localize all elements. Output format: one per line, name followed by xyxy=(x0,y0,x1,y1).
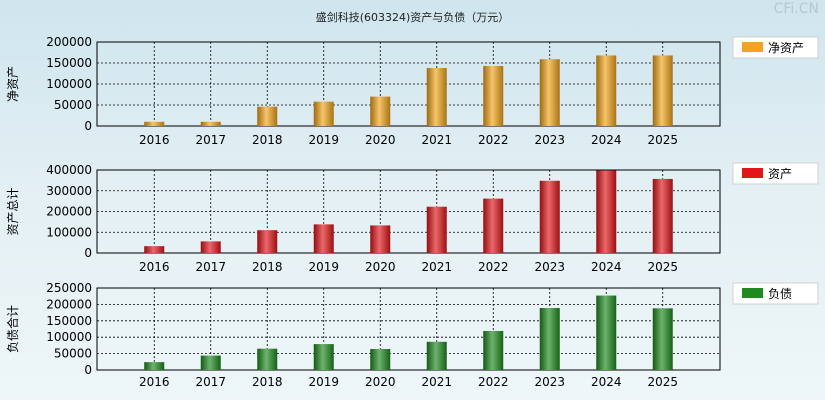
y-tick-label: 150000 xyxy=(46,314,92,328)
y-tick-label: 100000 xyxy=(46,330,92,344)
watermark: CFi.CN xyxy=(773,1,819,17)
plot-frame xyxy=(96,287,721,371)
x-tick-label: 2021 xyxy=(421,375,452,389)
bar xyxy=(200,355,221,370)
x-tick-label: 2016 xyxy=(139,133,170,147)
y-tick-label: 0 xyxy=(84,119,92,133)
chart-panel-1: 0 50000 100000 150000 200000 2016 2017 2018 2019… xyxy=(6,35,819,147)
y-axis-label: 负债合计 xyxy=(5,305,20,353)
bar xyxy=(539,59,560,126)
bar xyxy=(483,198,504,253)
bar xyxy=(539,180,560,253)
legend-swatch xyxy=(742,168,763,178)
chart-title: 盛剑科技(603324)资产与负债（万元） xyxy=(315,11,510,24)
x-tick-label: 2017 xyxy=(195,375,226,389)
x-tick-label: 2020 xyxy=(365,260,396,274)
legend: 资产 xyxy=(732,162,819,185)
x-tick-label: 2022 xyxy=(478,260,509,274)
y-tick-label: 0 xyxy=(84,246,92,260)
plot-frame xyxy=(96,169,721,254)
legend-swatch xyxy=(742,288,763,298)
x-tick-label: 2021 xyxy=(421,133,452,147)
bar xyxy=(483,330,504,370)
x-tick-label: 2023 xyxy=(534,133,565,147)
x-tick-label: 2016 xyxy=(139,260,170,274)
x-tick-label: 2019 xyxy=(308,133,339,147)
y-tick-label: 150000 xyxy=(46,56,92,70)
x-tick-label: 2016 xyxy=(139,375,170,389)
x-tick-label: 2025 xyxy=(647,260,678,274)
bar xyxy=(370,349,391,370)
bar xyxy=(257,348,278,370)
bar xyxy=(652,178,673,253)
bar xyxy=(144,246,165,253)
plot-frame xyxy=(96,41,721,127)
bar xyxy=(313,224,334,253)
x-tick-label: 2020 xyxy=(365,133,396,147)
y-tick-label: 400000 xyxy=(46,163,92,177)
bar xyxy=(257,106,278,126)
bar xyxy=(426,206,447,253)
y-tick-label: 0 xyxy=(84,363,92,377)
bar xyxy=(257,230,278,253)
bar xyxy=(596,295,617,370)
bar xyxy=(426,341,447,370)
y-tick-label: 200000 xyxy=(46,205,92,219)
x-tick-label: 2019 xyxy=(308,375,339,389)
x-tick-label: 2018 xyxy=(252,133,283,147)
bar xyxy=(596,55,617,126)
bar xyxy=(200,121,221,126)
y-tick-label: 50000 xyxy=(54,347,92,361)
legend-label: 负债 xyxy=(768,287,792,301)
bar xyxy=(596,170,617,253)
bar xyxy=(539,308,560,370)
x-tick-label: 2022 xyxy=(478,375,509,389)
bar xyxy=(313,344,334,370)
x-tick-label: 2018 xyxy=(252,260,283,274)
bar xyxy=(200,241,221,253)
bar xyxy=(144,121,165,126)
bar xyxy=(483,65,504,126)
bar xyxy=(652,55,673,126)
legend: 负债 xyxy=(732,282,819,305)
bar xyxy=(313,101,334,126)
bar xyxy=(652,308,673,370)
y-axis-label: 净资产 xyxy=(6,66,20,102)
chart-panel-2: 0 100000 200000 300000 400000 2016 2017 2018 201… xyxy=(6,162,819,274)
bar xyxy=(144,362,165,370)
x-tick-label: 2021 xyxy=(421,260,452,274)
x-tick-label: 2023 xyxy=(534,260,565,274)
bar xyxy=(370,96,391,126)
x-tick-label: 2020 xyxy=(365,375,396,389)
y-tick-label: 100000 xyxy=(46,225,92,239)
y-tick-label: 300000 xyxy=(46,184,92,198)
x-tick-label: 2025 xyxy=(647,375,678,389)
x-tick-label: 2017 xyxy=(195,133,226,147)
y-tick-label: 200000 xyxy=(46,297,92,311)
bar xyxy=(370,225,391,253)
bar xyxy=(426,68,447,126)
y-tick-label: 200000 xyxy=(46,35,92,49)
chart-panel-3: 0 50000 100000 150000 200000 250000 2016 2017 20… xyxy=(5,281,819,389)
x-tick-label: 2025 xyxy=(647,133,678,147)
legend: 净资产 xyxy=(732,36,819,59)
x-tick-label: 2022 xyxy=(478,133,509,147)
x-tick-label: 2019 xyxy=(308,260,339,274)
legend-label: 净资产 xyxy=(768,41,804,55)
x-tick-label: 2024 xyxy=(591,260,622,274)
x-tick-label: 2024 xyxy=(591,375,622,389)
y-tick-label: 100000 xyxy=(46,77,92,91)
y-tick-label: 250000 xyxy=(46,281,92,295)
y-axis-label: 资产总计 xyxy=(6,187,20,235)
legend-swatch xyxy=(742,42,763,52)
x-tick-label: 2023 xyxy=(534,375,565,389)
x-tick-label: 2017 xyxy=(195,260,226,274)
legend-label: 资产 xyxy=(768,167,792,181)
x-tick-label: 2024 xyxy=(591,133,622,147)
y-tick-label: 50000 xyxy=(54,98,92,112)
x-tick-label: 2018 xyxy=(252,375,283,389)
